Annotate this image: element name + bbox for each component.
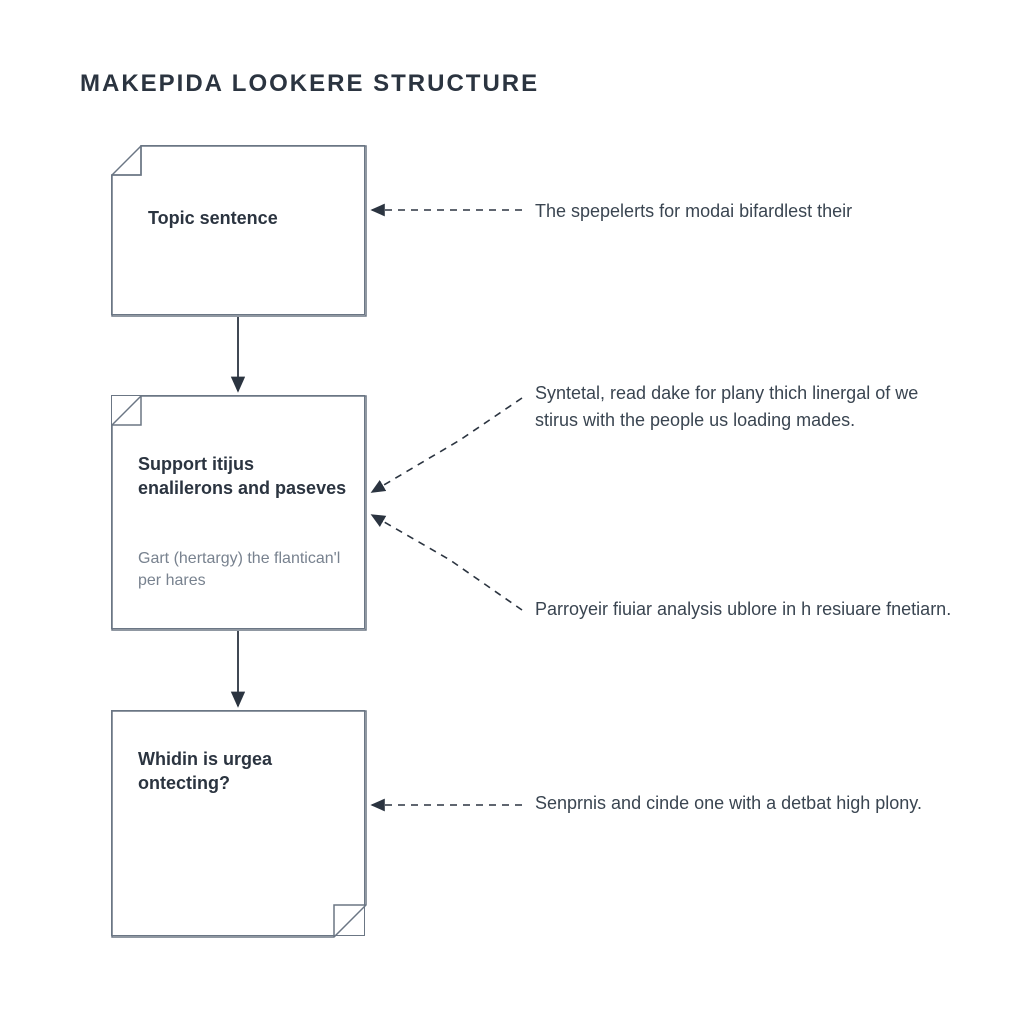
note-topic-label: Topic sentence [148, 206, 348, 230]
desc-4: Senprnis and cinde one with a detbat hig… [535, 790, 955, 817]
note-whidin: Whidin is urgea ontecting? [111, 710, 365, 936]
note-whidin-label: Whidin is urgea ontecting? [138, 747, 348, 796]
desc-2: Syntetal, read dake for plany thich line… [535, 380, 955, 434]
note-topic: Topic sentence [111, 145, 365, 315]
desc-1: The spepelerts for modai bifardlest thei… [535, 198, 955, 225]
note-support-label: Support itijus enalilerons and paseves [138, 452, 348, 501]
pointer-3 [372, 515, 522, 610]
note-support: Support itijus enalilerons and paseves G… [111, 395, 365, 629]
note-support-sub: Gart (hertargy) the flantican'l per hare… [138, 548, 348, 593]
pointer-2 [372, 398, 522, 492]
page-title: MAKEPIDA LOOKERE STRUCTURE [80, 70, 539, 98]
desc-3: Parroyeir fiuiar analysis ublore in h re… [535, 596, 955, 623]
diagram-canvas: MAKEPIDA LOOKERE STRUCTURE Topic sentenc… [0, 0, 1024, 1024]
